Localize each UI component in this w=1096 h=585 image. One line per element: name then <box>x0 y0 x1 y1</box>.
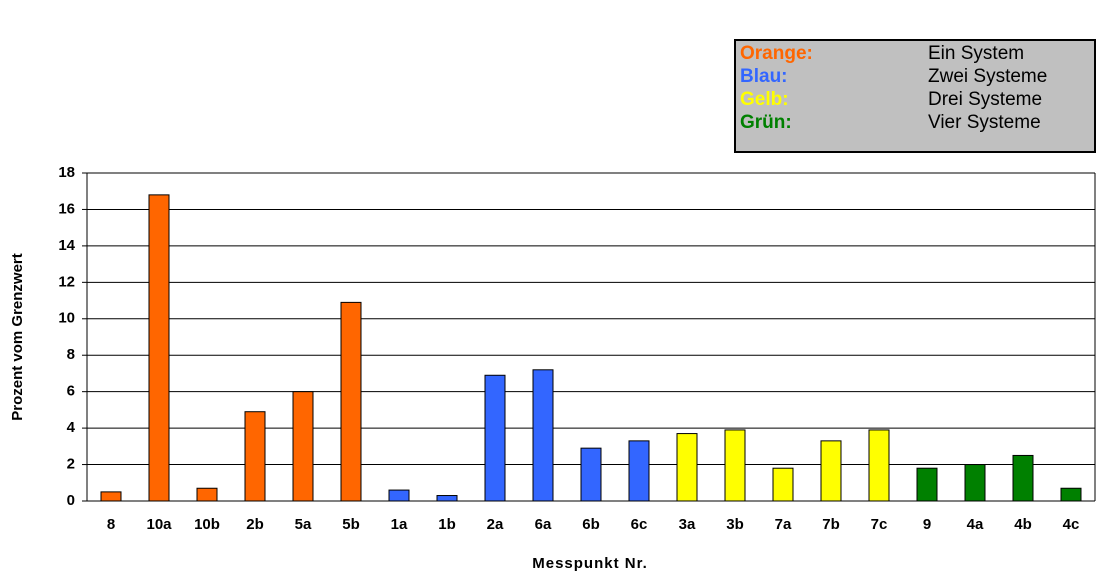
x-tick-label: 4c <box>1063 516 1080 533</box>
legend-label: Grün: <box>740 112 792 133</box>
x-tick-label: 10a <box>146 516 172 533</box>
x-tick-label: 7a <box>775 516 792 533</box>
y-tick-label: 10 <box>58 310 75 327</box>
bar <box>532 369 554 502</box>
y-axis-label: Prozent vom Grenzwert <box>9 253 26 421</box>
x-tick-label: 6a <box>535 516 552 533</box>
y-tick-label: 16 <box>58 200 75 217</box>
bar <box>676 433 698 502</box>
x-tick-label: 7c <box>871 516 888 533</box>
x-tick-label: 2a <box>487 516 504 533</box>
bar <box>292 391 314 502</box>
bar <box>1060 487 1082 502</box>
bar <box>388 489 410 502</box>
bar <box>196 487 218 502</box>
bar <box>772 467 794 502</box>
y-tick-label: 14 <box>58 237 75 254</box>
legend-text: Ein System <box>928 43 1024 64</box>
legend-label: Gelb: <box>740 89 789 110</box>
bar <box>724 429 746 502</box>
y-tick-label: 8 <box>67 346 75 363</box>
legend-text: Zwei Systeme <box>928 66 1047 87</box>
y-tick-label: 4 <box>67 419 76 436</box>
y-tick-label: 0 <box>67 492 75 509</box>
x-axis-label: Messpunkt Nr. <box>532 555 648 572</box>
y-tick-label: 18 <box>58 164 75 181</box>
bar <box>868 429 890 502</box>
bar <box>484 374 506 502</box>
bar <box>100 491 122 502</box>
y-tick-label: 6 <box>67 383 75 400</box>
x-tick-label: 10b <box>194 516 220 533</box>
x-tick-label: 4b <box>1014 516 1032 533</box>
y-tick-label: 12 <box>58 273 75 290</box>
bar <box>436 495 458 502</box>
legend-label: Orange: <box>740 43 813 64</box>
y-tick-label: 2 <box>67 456 75 473</box>
x-tick-label: 3a <box>679 516 696 533</box>
x-tick-label: 8 <box>107 516 115 533</box>
x-tick-label: 2b <box>246 516 264 533</box>
bar <box>340 301 362 502</box>
legend-label: Blau: <box>740 66 788 87</box>
x-tick-label: 1a <box>391 516 408 533</box>
x-tick-label: 7b <box>822 516 840 533</box>
bar <box>148 194 170 502</box>
x-tick-label: 9 <box>923 516 931 533</box>
bar <box>916 467 938 502</box>
bar <box>964 464 986 502</box>
legend-text: Vier Systeme <box>928 112 1041 133</box>
x-tick-label: 4a <box>967 516 984 533</box>
bar <box>244 411 266 502</box>
x-tick-label: 6c <box>631 516 648 533</box>
x-tick-label: 1b <box>438 516 456 533</box>
bar <box>580 447 602 502</box>
x-tick-label: 3b <box>726 516 744 533</box>
bar <box>628 440 650 502</box>
x-tick-label: 6b <box>582 516 600 533</box>
x-tick-label: 5a <box>295 516 312 533</box>
bar <box>1012 454 1034 502</box>
legend-box <box>734 39 1096 153</box>
legend-text: Drei Systeme <box>928 89 1042 110</box>
bar <box>820 440 842 502</box>
x-tick-label: 5b <box>342 516 360 533</box>
